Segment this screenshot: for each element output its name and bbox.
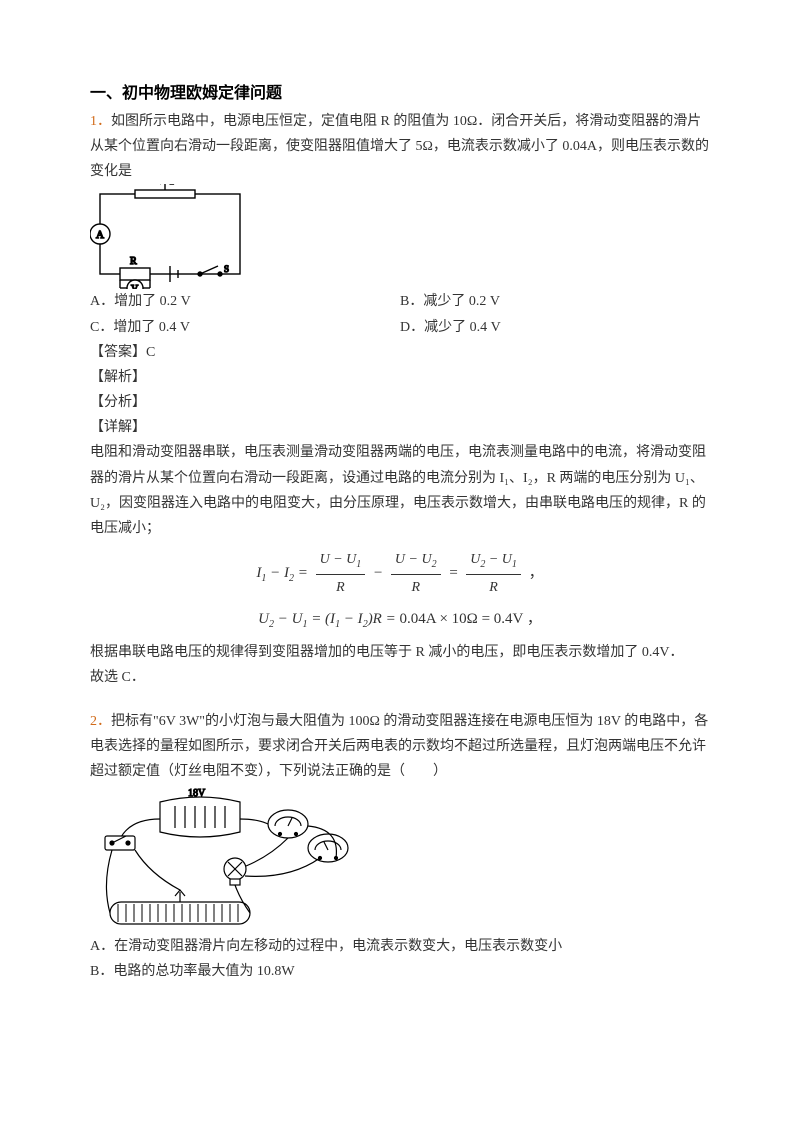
q2-circuit-diagram: 18V [90, 784, 360, 934]
q1-formula-2: U2 − U1 = (I1 − I2)R = 0.04A × 10Ω = 0.4… [90, 606, 710, 634]
q2-voltage-label: 18V [188, 788, 206, 799]
q1-answer: 【答案】C [90, 340, 710, 365]
q2-number: 2． [90, 714, 111, 729]
q1-xiangjie: 【详解】 [90, 415, 710, 440]
q1-conclusion: 故选 C． [90, 665, 710, 690]
question-1: 1．如图所示电路中，电源电压恒定，定值电阻 R 的阻值为 10Ω．闭合开关后，将… [90, 109, 710, 185]
q1-jiexi: 【解析】 [90, 365, 710, 390]
q1-option-A: A．增加了 0.2 V [90, 289, 400, 314]
question-2: 2．把标有"6V 3W"的小灯泡与最大阻值为 100Ω 的滑动变阻器连接在电源电… [90, 709, 710, 785]
q1-circuit-diagram: P A R S V [90, 184, 250, 289]
q2-text: 把标有"6V 3W"的小灯泡与最大阻值为 100Ω 的滑动变阻器连接在电源电压恒… [90, 714, 708, 779]
section-title: 一、初中物理欧姆定律问题 [90, 80, 710, 109]
q2-option-B: B．电路的总功率最大值为 10.8W [90, 959, 710, 984]
q1-option-C: C．增加了 0.4 V [90, 315, 400, 340]
label-A: A [96, 229, 104, 241]
label-R: R [130, 256, 137, 267]
q1-formula-1: I1 − I2 = U − U1R − U − U2R = U2 − U1R ， [90, 547, 710, 600]
label-P: P [170, 184, 176, 187]
q1-explanation-p2: 根据串联电路电压的规律得到变阻器增加的电压等于 R 减小的电压，即电压表示数增加… [90, 640, 710, 665]
q2-option-A: A．在滑动变阻器滑片向左移动的过程中，电流表示数变大，电压表示数变小 [90, 934, 710, 959]
q1-text: 如图所示电路中，电源电压恒定，定值电阻 R 的阻值为 10Ω．闭合开关后，将滑动… [90, 114, 709, 179]
q1-options: A．增加了 0.2 V B．减少了 0.2 V C．增加了 0.4 V D．减少… [90, 289, 710, 339]
q1-number: 1． [90, 114, 111, 129]
q1-fenxi: 【分析】 [90, 390, 710, 415]
q1-option-D: D．减少了 0.4 V [400, 315, 710, 340]
q1-option-B: B．减少了 0.2 V [400, 289, 710, 314]
q1-explanation-p1: 电阻和滑动变阻器串联，电压表测量滑动变阻器两端的电压，电流表测量电路中的电流，将… [90, 440, 710, 541]
label-S: S [224, 264, 229, 274]
